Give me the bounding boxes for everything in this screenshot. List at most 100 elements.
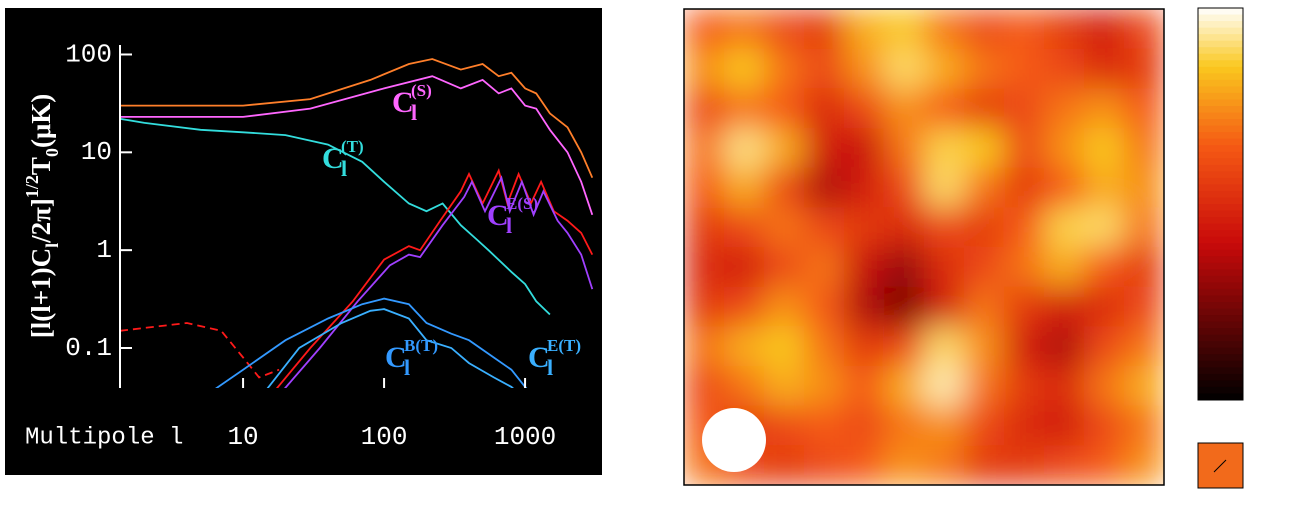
map-cell	[844, 167, 885, 208]
map-cell	[1004, 9, 1045, 50]
map-cell	[1004, 167, 1045, 208]
colorbar-step	[1198, 302, 1243, 310]
map-cell	[804, 326, 845, 367]
y-label-part: (μK)	[26, 94, 56, 148]
map-cell	[844, 128, 885, 169]
colorbar-step	[1198, 14, 1243, 22]
colorbar-step	[1198, 334, 1243, 342]
map-cell	[684, 88, 725, 129]
map-cell	[684, 9, 725, 50]
colorbar-step	[1198, 295, 1243, 303]
colorbar-step	[1198, 275, 1243, 283]
colorbar-step	[1198, 321, 1243, 329]
map-cell	[1044, 366, 1085, 407]
colorbar-border	[1197, 7, 1244, 401]
y-tick-label: 10	[81, 137, 112, 167]
map-cell	[724, 128, 765, 169]
map-cell	[884, 207, 925, 248]
y-label-part: 1/2	[22, 175, 42, 198]
series-line	[120, 58, 594, 179]
map-cell	[964, 326, 1005, 367]
colorbar-step	[1198, 386, 1243, 394]
map-cell	[1004, 247, 1045, 288]
map-cell	[964, 167, 1005, 208]
map-cell	[964, 48, 1005, 89]
map-cell	[1044, 48, 1085, 89]
map-cell	[1004, 207, 1045, 248]
colorbar-step	[1198, 217, 1243, 225]
plot-area	[120, 58, 594, 388]
map-cell	[964, 286, 1005, 327]
map-cell	[804, 167, 845, 208]
y-label-part: l	[42, 243, 62, 248]
map-cell	[1124, 286, 1164, 327]
map-cell	[924, 445, 965, 485]
map-cell	[724, 286, 765, 327]
x-axis-label: Multipole l	[25, 424, 183, 451]
colorbar-step	[1198, 282, 1243, 290]
map-cell	[1124, 445, 1164, 485]
map-cell	[684, 167, 725, 208]
colorbar-step	[1198, 249, 1243, 257]
map-cell	[1084, 326, 1125, 367]
map-cell	[804, 48, 845, 89]
map-cell	[884, 48, 925, 89]
map-cell	[1044, 167, 1085, 208]
colorbar-step	[1198, 347, 1243, 355]
map-cell	[764, 207, 805, 248]
map-cell	[1044, 247, 1085, 288]
map-cell	[964, 9, 1005, 50]
series-label-sup: E(S)	[506, 194, 538, 213]
colorbar-step	[1198, 360, 1243, 368]
series-line	[120, 75, 594, 216]
map-cell	[844, 207, 885, 248]
colorbar-step	[1198, 86, 1243, 94]
map-cell	[1124, 247, 1164, 288]
colorbar-step	[1198, 328, 1243, 336]
colorbar-step	[1198, 125, 1243, 133]
map-cell	[764, 286, 805, 327]
map-cell	[724, 207, 765, 248]
colorbar-step	[1198, 79, 1243, 87]
colorbar-step	[1198, 60, 1243, 68]
colorbar-step	[1198, 73, 1243, 81]
colorbar-step	[1198, 380, 1243, 388]
map-cell	[924, 326, 965, 367]
map-cell	[1004, 88, 1045, 129]
map-cell	[804, 247, 845, 288]
colorbar-step	[1198, 34, 1243, 42]
map-cell	[884, 326, 925, 367]
map-cell	[764, 167, 805, 208]
map-cell	[844, 405, 885, 446]
map-cell	[684, 366, 725, 407]
colorbar-step	[1198, 177, 1243, 185]
series-line	[120, 322, 280, 379]
x-tick-label: 1000	[494, 422, 556, 452]
series-label: C	[528, 341, 550, 374]
map-cell	[764, 405, 805, 446]
map-cell	[684, 326, 725, 367]
map-cell	[964, 445, 1005, 485]
colorbar-step	[1198, 99, 1243, 107]
map-cell	[1084, 48, 1125, 89]
map-cell	[764, 326, 805, 367]
map-cell	[1084, 445, 1125, 485]
map-cell	[1124, 326, 1164, 367]
colorbar-step	[1198, 21, 1243, 29]
colorbar-step	[1198, 27, 1243, 35]
map-cell	[764, 128, 805, 169]
map-cell	[1124, 48, 1164, 89]
series-label-sub: l	[341, 156, 347, 181]
x-tick-label: 10	[227, 422, 258, 452]
colorbar-step	[1198, 92, 1243, 100]
map-cell	[804, 405, 845, 446]
map-cell	[964, 366, 1005, 407]
map-cell	[884, 88, 925, 129]
colorbar-step	[1198, 269, 1243, 277]
map-cell	[1084, 366, 1125, 407]
map-cell	[884, 9, 925, 50]
map-cell	[804, 286, 845, 327]
colorbar-step	[1198, 373, 1243, 381]
colorbar-step	[1198, 106, 1243, 114]
